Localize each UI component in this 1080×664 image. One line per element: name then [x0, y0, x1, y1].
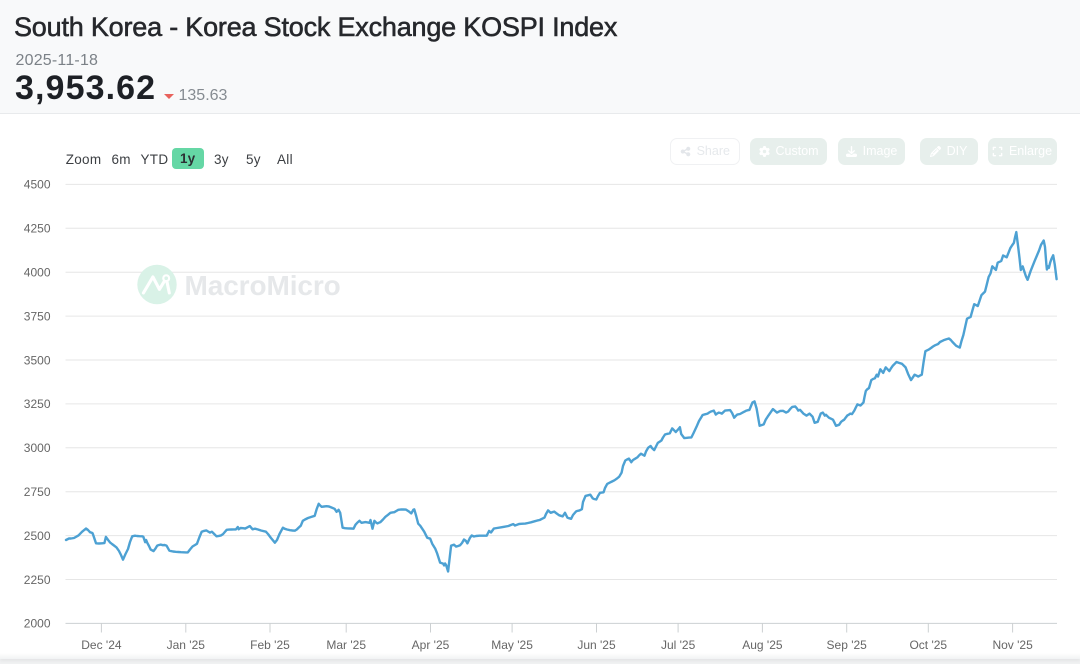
svg-text:Jun '25: Jun '25: [577, 638, 616, 652]
svg-text:Nov '25: Nov '25: [992, 638, 1033, 652]
svg-text:3500: 3500: [24, 353, 51, 367]
svg-text:Sep '25: Sep '25: [827, 638, 868, 652]
svg-text:May '25: May '25: [491, 638, 533, 652]
svg-text:2750: 2750: [24, 485, 51, 499]
svg-text:3250: 3250: [24, 397, 51, 411]
svg-text:MacroMicro: MacroMicro: [185, 270, 341, 301]
svg-text:3000: 3000: [24, 441, 51, 455]
svg-text:Jul '25: Jul '25: [661, 638, 696, 652]
svg-text:Aug '25: Aug '25: [742, 638, 783, 652]
svg-text:4250: 4250: [24, 222, 51, 236]
svg-text:Oct '25: Oct '25: [909, 638, 947, 652]
svg-text:2250: 2250: [24, 573, 51, 587]
svg-text:Feb '25: Feb '25: [250, 638, 290, 652]
svg-text:Dec '24: Dec '24: [81, 638, 122, 652]
svg-text:4500: 4500: [24, 178, 51, 192]
svg-text:3750: 3750: [24, 309, 51, 323]
svg-text:2500: 2500: [24, 529, 51, 543]
svg-text:Apr '25: Apr '25: [412, 638, 450, 652]
svg-text:2000: 2000: [24, 617, 51, 631]
svg-text:Jan '25: Jan '25: [167, 638, 206, 652]
svg-text:Mar '25: Mar '25: [326, 638, 366, 652]
svg-text:4000: 4000: [24, 266, 51, 280]
